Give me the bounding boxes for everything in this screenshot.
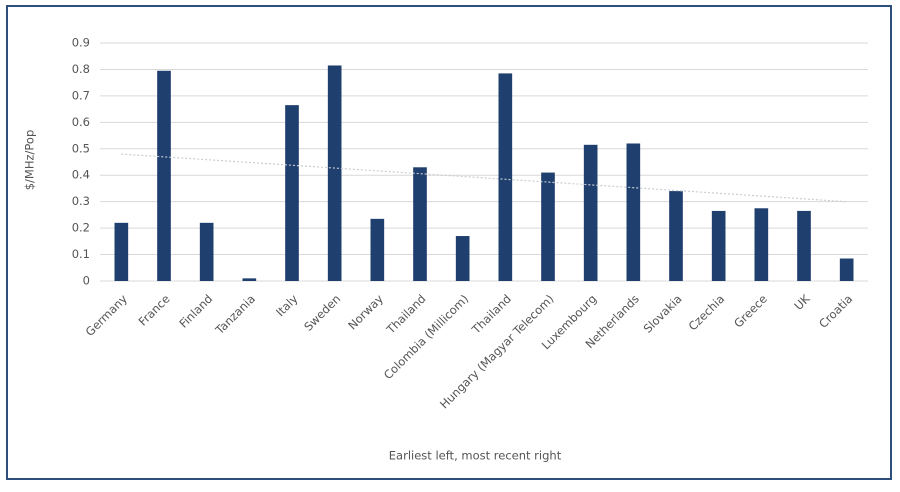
bar (498, 73, 513, 282)
trendline (121, 153, 847, 203)
frame (6, 5, 892, 480)
y-axis-title: $/MHz/Pop (23, 130, 37, 191)
bar (455, 236, 470, 281)
bar (754, 208, 769, 281)
y-tick-label: 0.5 (72, 141, 90, 155)
y-tick-label: 0.7 (72, 88, 90, 102)
y-tick-label: 0.1 (72, 247, 90, 261)
bar (626, 143, 641, 281)
y-tick-label: 0.4 (72, 168, 90, 182)
bar (285, 105, 299, 282)
bar (669, 191, 683, 281)
y-tick-label: 0.8 (72, 62, 90, 76)
bar (797, 210, 811, 281)
bar (541, 172, 555, 281)
y-tick-label: 0.6 (72, 115, 90, 129)
bar (327, 65, 342, 281)
bar (242, 278, 257, 281)
bar (711, 210, 726, 281)
bar (839, 258, 854, 281)
bar (583, 144, 598, 281)
y-tick-label: 0.3 (72, 194, 90, 208)
bar (370, 218, 385, 281)
y-tick-label: 0.2 (72, 221, 90, 235)
bar (199, 222, 214, 281)
y-tick-label: 0 (83, 274, 90, 288)
x-axis-title: Earliest left, most recent right (389, 449, 562, 463)
bar (114, 222, 129, 281)
y-tick-label: 0.9 (72, 36, 90, 50)
bar (157, 70, 171, 282)
bar (413, 167, 427, 281)
